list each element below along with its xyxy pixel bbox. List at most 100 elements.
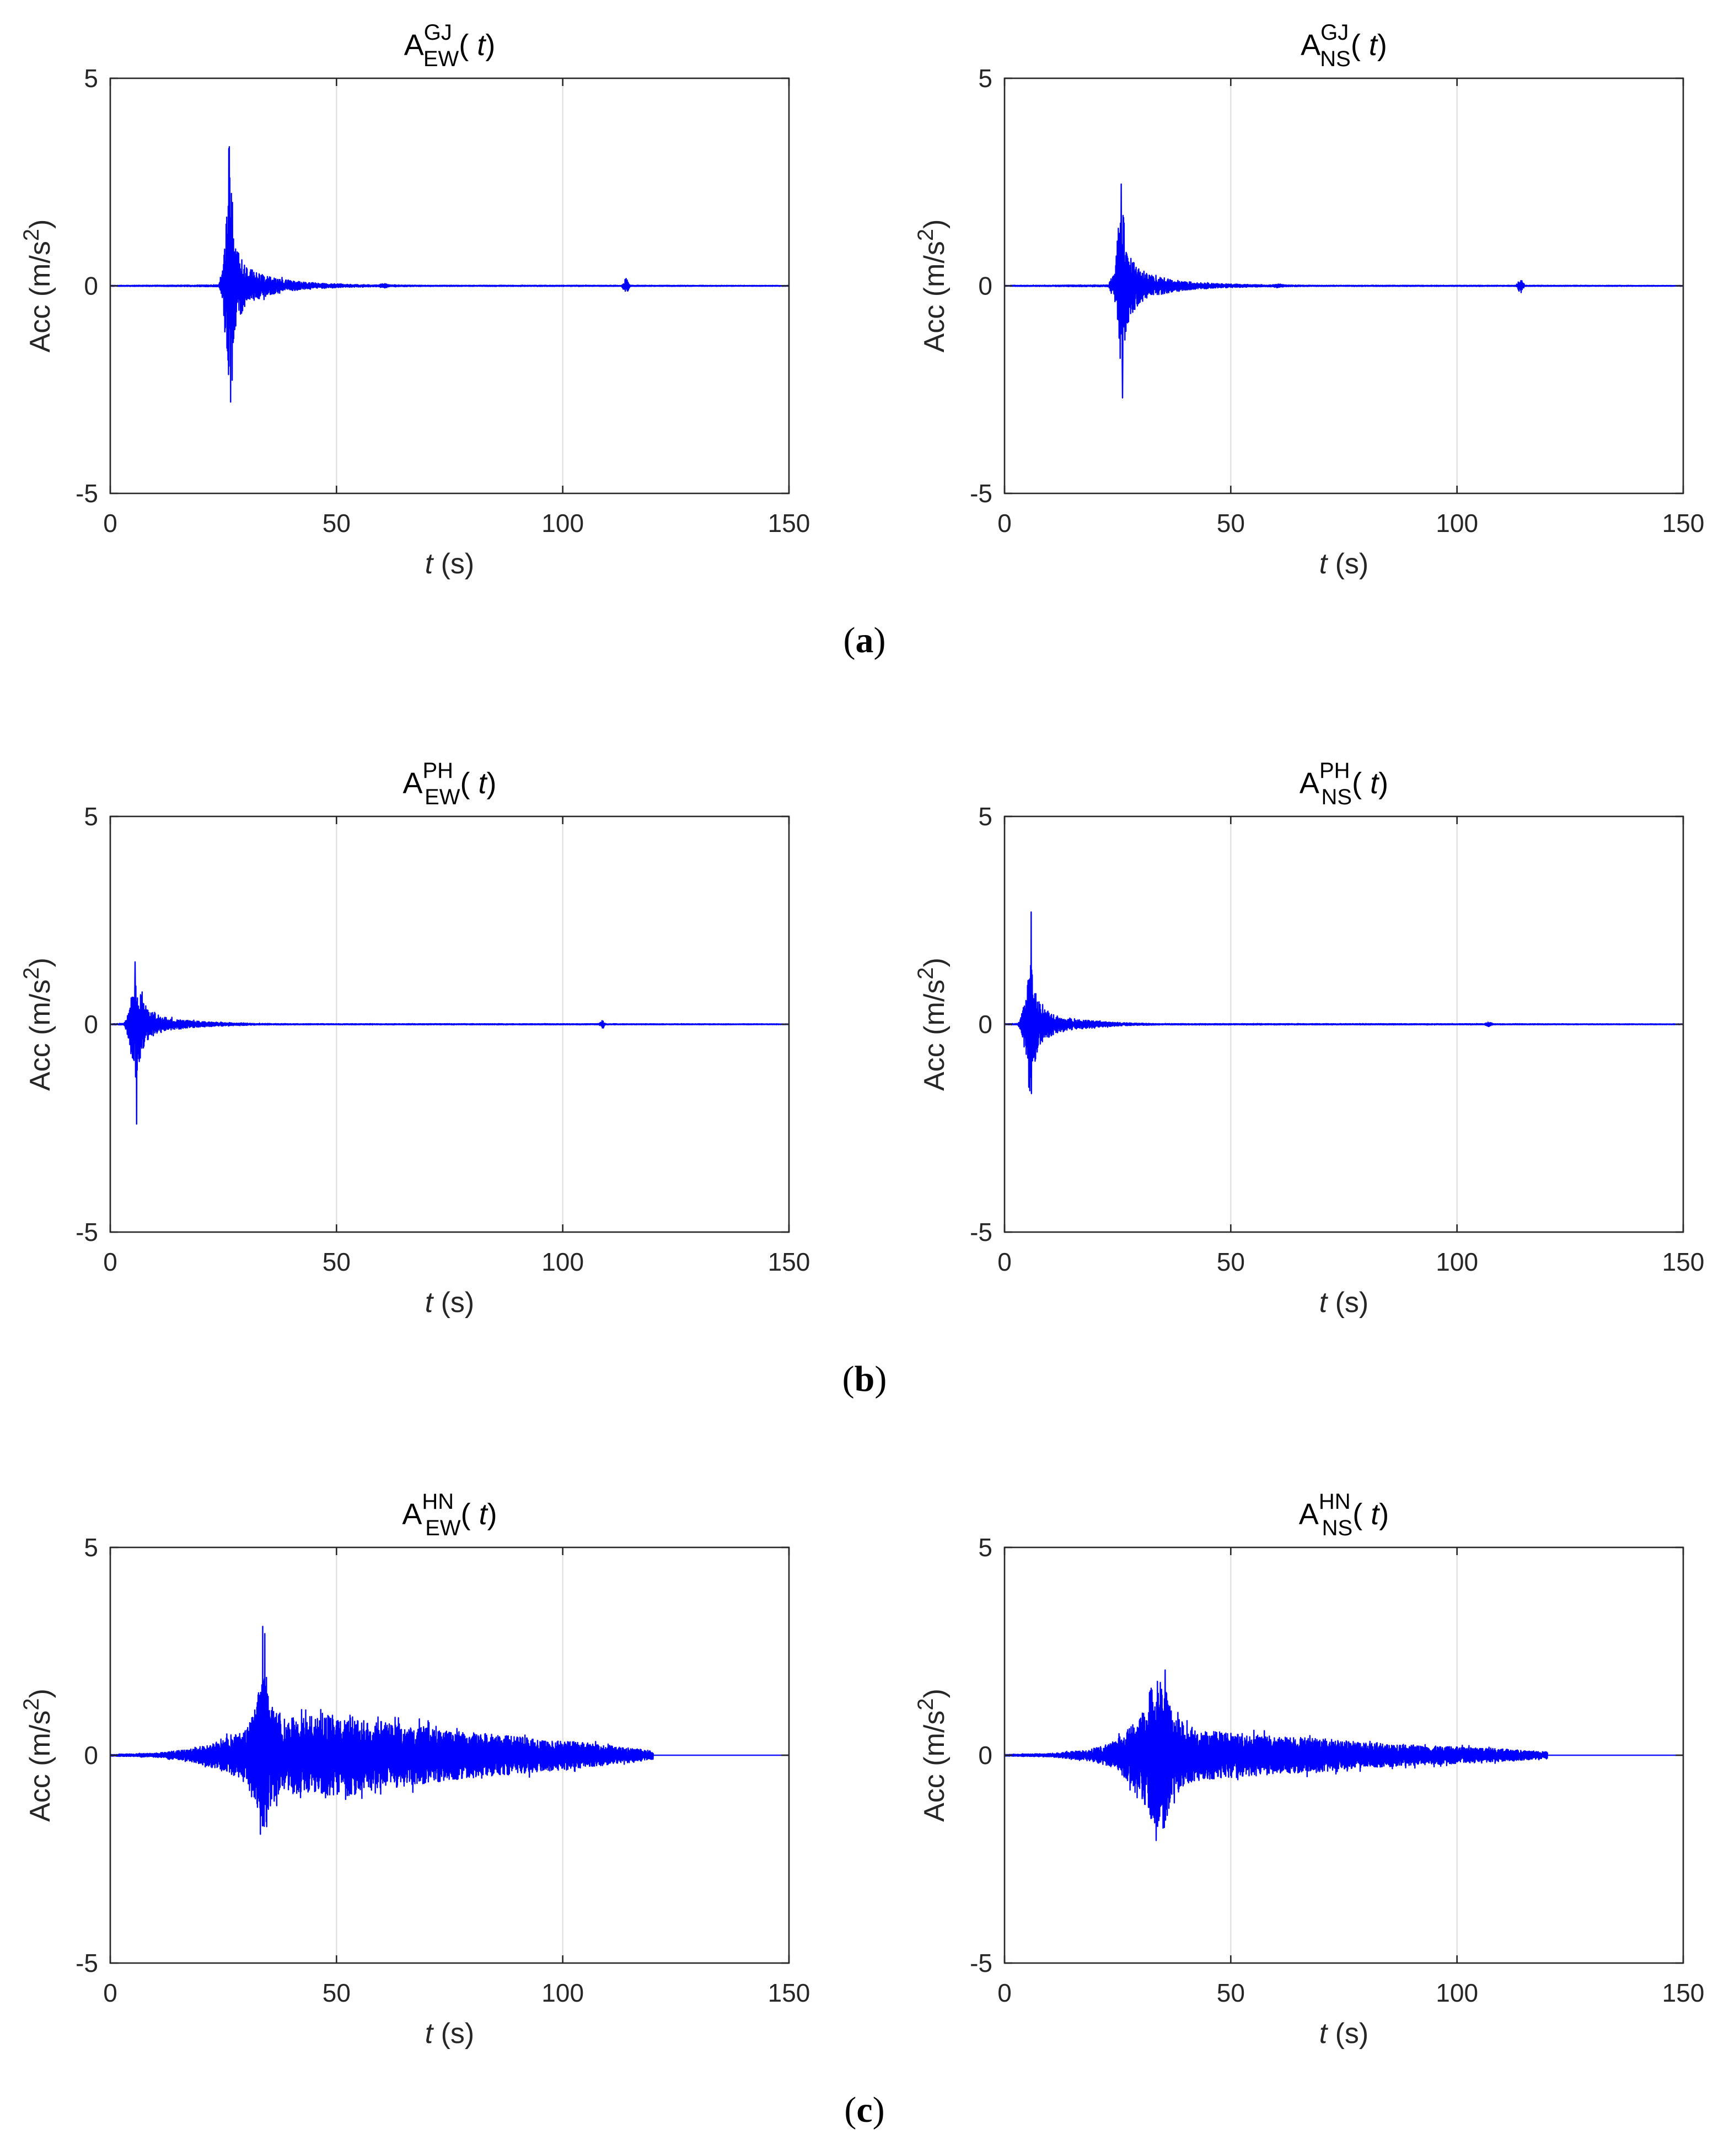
x-tick-label: 100 <box>541 1978 584 2007</box>
y-tick-label: 0 <box>84 272 98 300</box>
x-tick-label: 100 <box>1436 1248 1478 1276</box>
x-tick-label: 100 <box>1436 509 1478 537</box>
title-base: A <box>402 1498 422 1531</box>
x-tick-label: 50 <box>1217 509 1245 537</box>
y-tick-label: -5 <box>970 1949 992 1977</box>
title-base: A <box>404 29 424 62</box>
chart-title: APH EW( t) <box>402 759 496 809</box>
y-tick-label: 5 <box>978 802 992 831</box>
y-axis-label: Acc (m/s2) <box>19 958 56 1091</box>
title-argument: ( t) <box>459 29 495 62</box>
x-axis-variable: t <box>1319 1287 1329 1319</box>
title-superscript: GJ <box>1320 20 1349 45</box>
panel-label-letter: a <box>856 620 874 660</box>
x-axis-unit: (s) <box>1327 1287 1368 1319</box>
y-tick-label: -5 <box>76 1218 98 1246</box>
chart-title: APH NS( t) <box>1300 759 1388 809</box>
y-tick-label: 5 <box>84 1533 98 1562</box>
chart-title: AGJ EW( t) <box>404 20 496 71</box>
panel-label-b: (b) <box>842 1359 887 1399</box>
panel-label-c: (c) <box>844 2090 884 2130</box>
series-trace <box>1003 911 1684 1094</box>
title-subscript: NS <box>1322 785 1352 809</box>
y-axis-label-exponent: 2 <box>914 967 938 979</box>
title-argument: ( t) <box>1352 767 1388 800</box>
x-axis-variable: t <box>1319 2018 1329 2050</box>
series-trace <box>1003 183 1684 399</box>
x-tick-label: 150 <box>1662 509 1705 537</box>
title-argument: ( t) <box>461 1498 497 1531</box>
x-tick-label: 0 <box>103 1978 117 2007</box>
title-superscript: HN <box>422 1490 454 1514</box>
x-tick-label: 50 <box>1217 1248 1245 1276</box>
title-superscript: HN <box>1319 1490 1351 1514</box>
title-subscript: EW <box>425 785 460 809</box>
x-tick-label: 150 <box>1662 1978 1705 2007</box>
title-argument: ( t) <box>460 767 497 800</box>
x-tick-label: 0 <box>103 509 117 537</box>
x-tick-label: 150 <box>768 509 810 537</box>
chart-title: AGJ NS( t) <box>1301 20 1387 71</box>
y-axis-label-exponent: 2 <box>19 1698 44 1710</box>
x-tick-label: 0 <box>997 1978 1012 2007</box>
x-tick-label: 50 <box>1217 1978 1245 2007</box>
title-argument: ( t) <box>1351 29 1387 62</box>
y-tick-label: -5 <box>970 1218 992 1246</box>
series-trace <box>109 1626 654 1835</box>
x-axis-label: t (s) <box>425 548 475 580</box>
x-axis-label: t (s) <box>1319 1287 1369 1319</box>
panel-label-open: ( <box>844 2090 856 2130</box>
x-tick-label: 0 <box>997 509 1012 537</box>
y-axis-label-close: ) <box>919 219 951 229</box>
title-argument: ( t) <box>1352 1498 1389 1531</box>
x-axis-unit: (s) <box>433 548 474 580</box>
title-base: A <box>1301 29 1320 62</box>
y-axis-label: Acc (m/s2) <box>19 219 56 353</box>
series-trace <box>1003 1669 1548 1841</box>
x-axis-variable: t <box>425 1287 434 1319</box>
chart-title: AHN EW( t) <box>402 1490 497 1540</box>
y-axis-label-close: ) <box>919 958 951 967</box>
panel-label-letter: b <box>855 1359 875 1399</box>
x-tick-label: 100 <box>541 1248 584 1276</box>
panel-label-letter: c <box>856 2090 872 2130</box>
y-axis-label-exponent: 2 <box>19 229 44 241</box>
y-axis-label-close: ) <box>24 1689 56 1698</box>
title-superscript: GJ <box>424 20 452 45</box>
title-base: A <box>1299 1498 1319 1531</box>
y-tick-label: 0 <box>978 272 992 300</box>
panel-label-a: (a) <box>844 620 886 660</box>
series-trace <box>109 961 790 1125</box>
y-axis-label-text: Acc (m/s <box>24 980 56 1091</box>
y-axis-label-text: Acc (m/s <box>919 980 951 1091</box>
y-axis-label: Acc (m/s2) <box>914 958 951 1091</box>
y-axis-label-text: Acc (m/s <box>24 1711 56 1822</box>
chart-title: AHN NS( t) <box>1299 1490 1389 1540</box>
x-tick-label: 100 <box>1436 1978 1478 2007</box>
title-superscript: PH <box>423 759 454 783</box>
series-trace <box>109 146 790 403</box>
x-axis-unit: (s) <box>433 2018 474 2050</box>
y-axis-label-exponent: 2 <box>914 229 938 241</box>
y-tick-label: 0 <box>978 1741 992 1770</box>
x-axis-unit: (s) <box>1327 2018 1368 2050</box>
y-tick-label: 5 <box>978 64 992 93</box>
y-axis-label-exponent: 2 <box>914 1698 938 1710</box>
title-base: A <box>1300 767 1319 800</box>
y-tick-label: -5 <box>76 479 98 508</box>
y-tick-label: 5 <box>84 64 98 93</box>
y-axis-label: Acc (m/s2) <box>914 1689 951 1822</box>
x-axis-variable: t <box>425 548 434 580</box>
y-axis-label-exponent: 2 <box>19 967 44 979</box>
y-axis-label-text: Acc (m/s <box>919 1711 951 1822</box>
panel-label-close: ) <box>873 2090 885 2130</box>
y-axis-label: Acc (m/s2) <box>914 219 951 353</box>
title-superscript: PH <box>1319 759 1350 783</box>
x-axis-label: t (s) <box>425 1287 475 1319</box>
